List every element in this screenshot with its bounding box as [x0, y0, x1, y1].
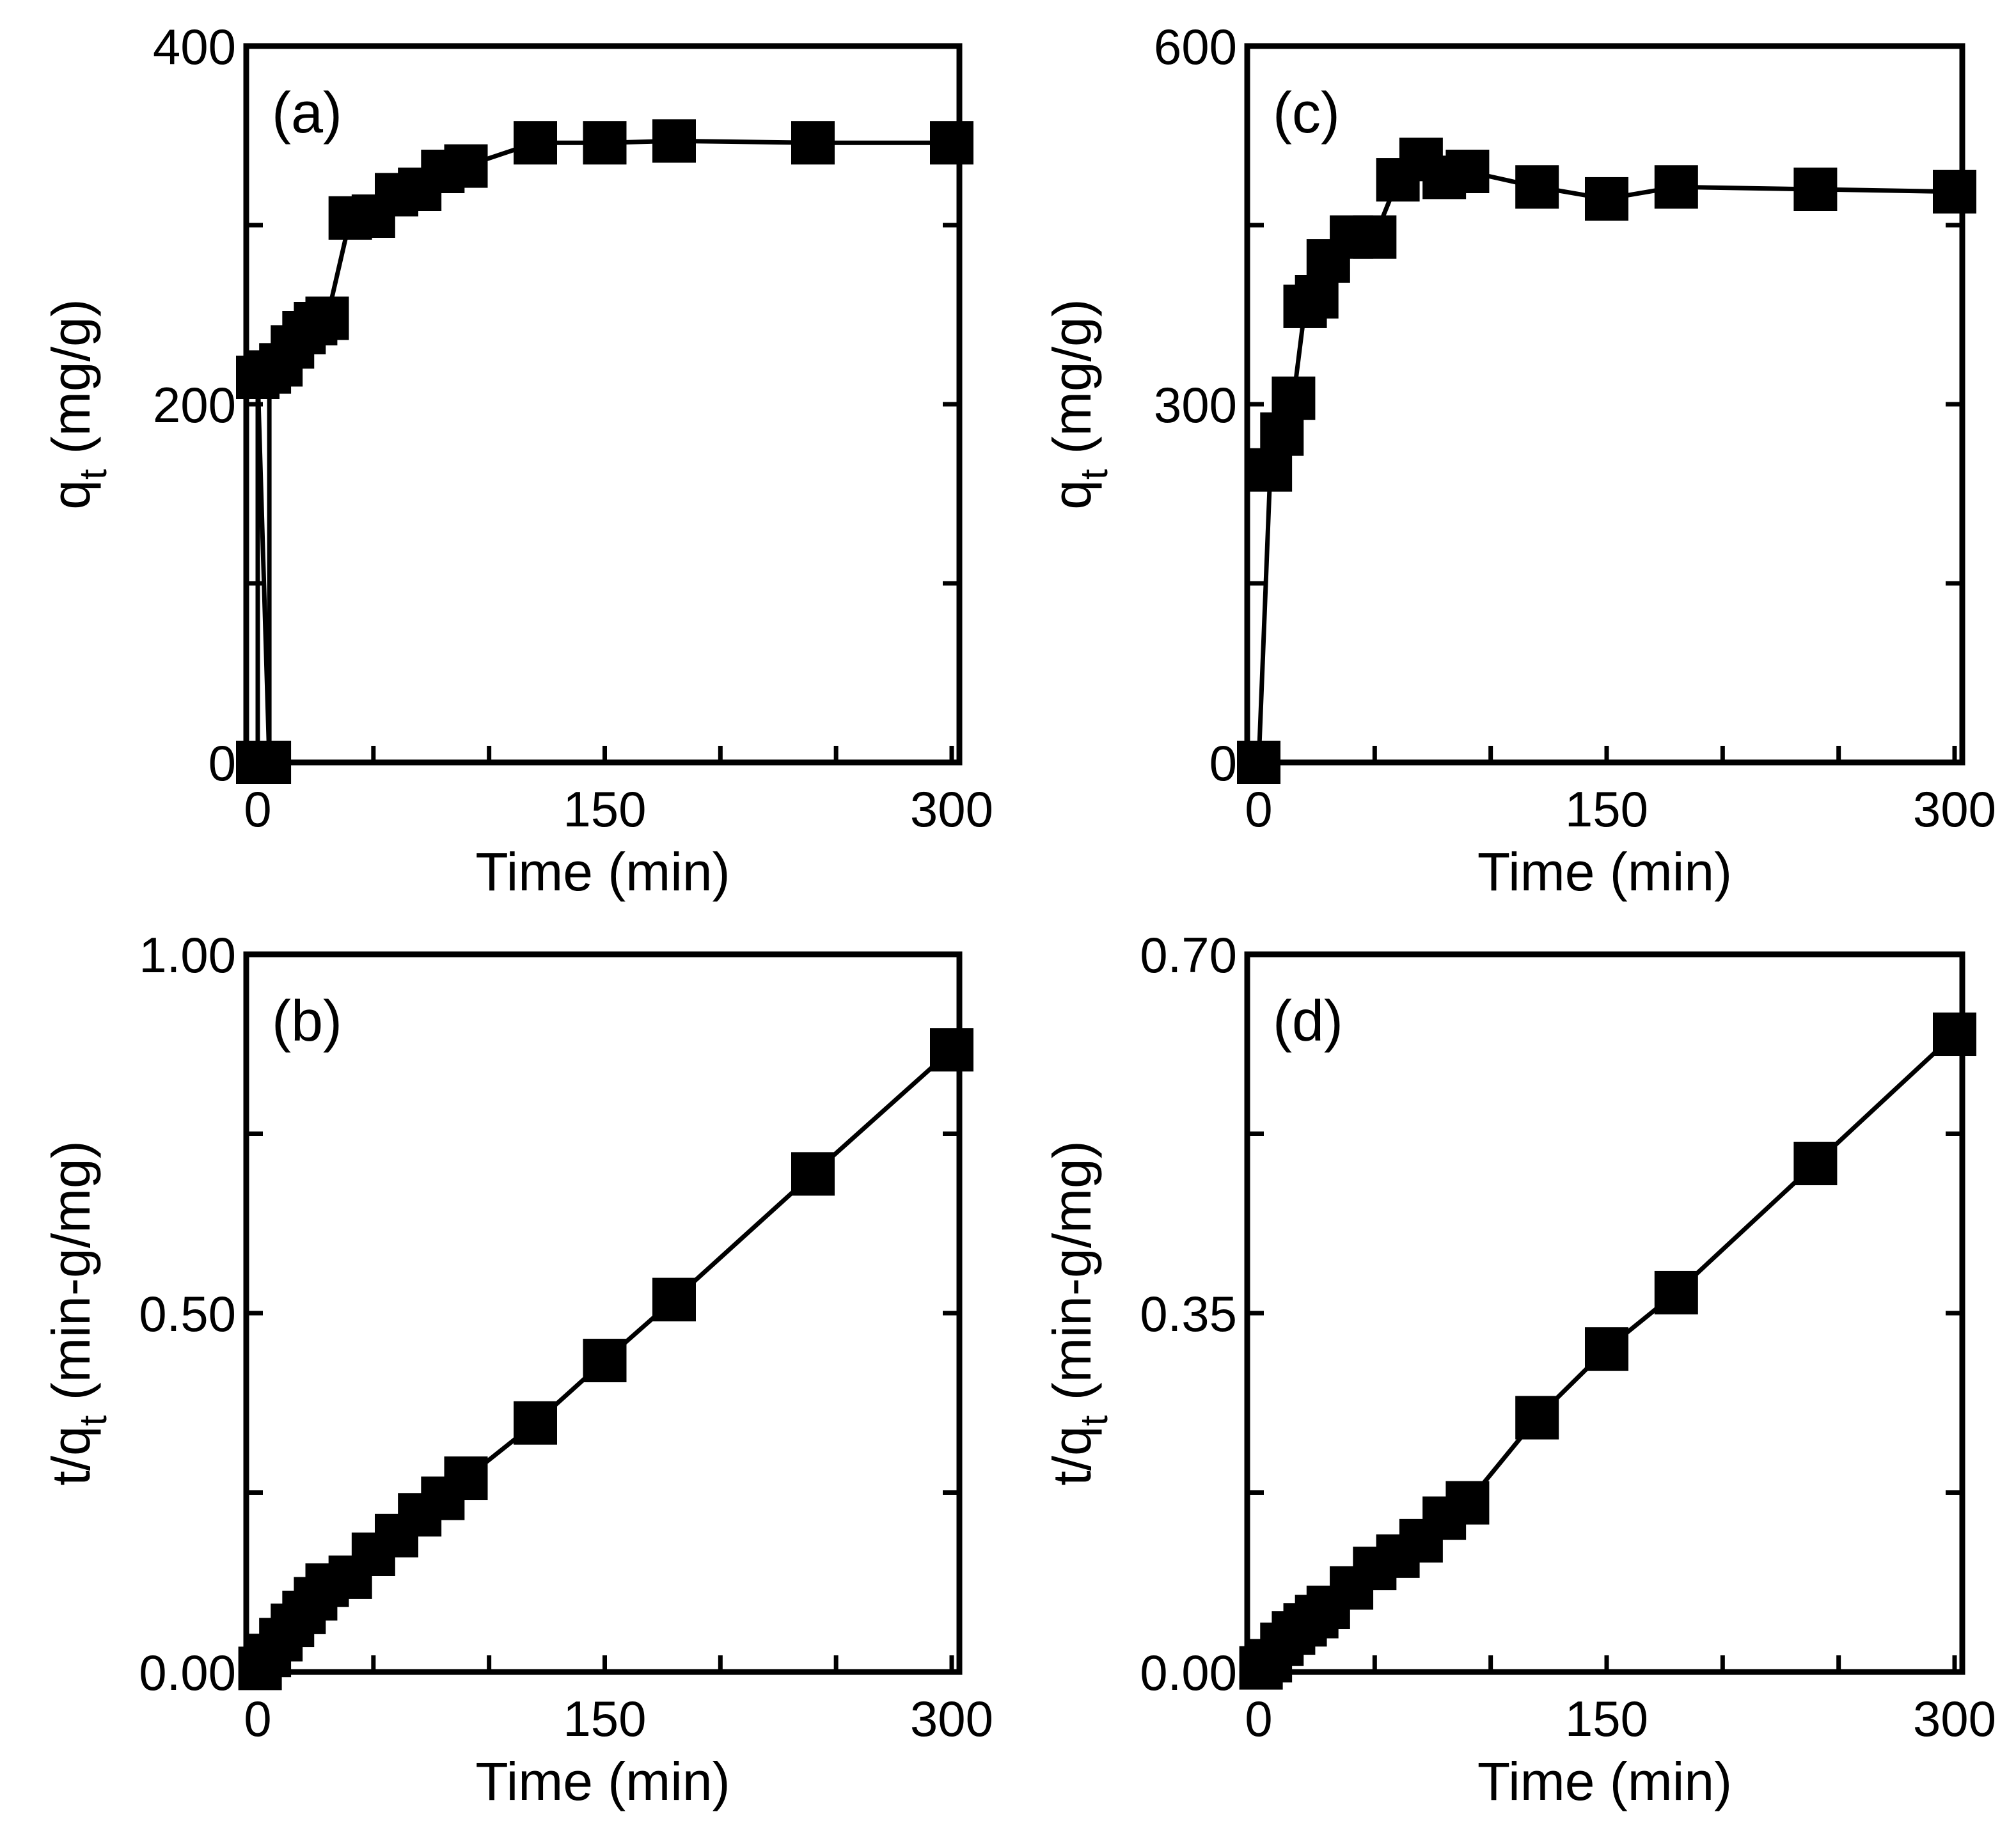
data-point	[1654, 1270, 1698, 1314]
data-point	[583, 121, 627, 165]
y-tick-label: 0.35	[1140, 1286, 1237, 1342]
data-point	[1585, 1327, 1628, 1371]
x-tick-label: 150	[1565, 781, 1648, 837]
panel-label: (d)	[1273, 989, 1343, 1053]
panel-a: 0 200 400 0 150 300 Time (min) qt (mg/g) (a)	[41, 19, 993, 902]
data-point	[1654, 165, 1698, 209]
y-tick-label: 0.70	[1140, 927, 1237, 983]
y-tick-label: 0.00	[1140, 1644, 1237, 1701]
data-point	[444, 144, 488, 188]
y-tick-label: 0	[1209, 735, 1237, 791]
data-point	[1933, 170, 1976, 214]
y-tick-label: 0.00	[139, 1644, 236, 1701]
y-tick-label: 600	[1154, 19, 1237, 75]
x-axis-title: Time (min)	[475, 1751, 730, 1811]
y-tick-label: 200	[153, 377, 236, 433]
data-point	[930, 1028, 973, 1072]
y-tick-label: 0.50	[139, 1286, 236, 1342]
data-point	[1793, 168, 1838, 211]
data-point	[1237, 741, 1280, 784]
x-tick-label: 0	[1245, 1691, 1272, 1747]
data-point	[514, 1401, 557, 1445]
data-point	[514, 121, 557, 165]
x-axis-title: Time (min)	[1477, 842, 1732, 902]
x-tick-label: 0	[1245, 781, 1272, 837]
x-axis-title: Time (min)	[475, 842, 730, 902]
data-point	[1353, 215, 1397, 259]
data-point	[930, 121, 973, 165]
y-axis-title: t/qt (min-g/mg)	[41, 1140, 114, 1485]
panel-label: (a)	[272, 81, 342, 145]
panel-c: 0 300 600 0 150 300 Time (min) qt (mg/g) (c)	[1042, 19, 1996, 902]
data-point	[1585, 177, 1628, 221]
data-point	[1515, 1396, 1559, 1440]
y-axis-title: qt (mg/g)	[1042, 299, 1115, 509]
x-tick-label: 150	[563, 781, 646, 837]
data-point	[652, 1277, 696, 1321]
y-tick-label: 400	[153, 19, 236, 75]
panel-b: 0.00 0.50 1.00 0 150 300 Time (min) t/qt (min-g…	[41, 927, 993, 1811]
panel-label: (c)	[1273, 81, 1340, 145]
data-point	[305, 296, 349, 340]
y-tick-label: 1.00	[139, 927, 236, 983]
y-tick-label: 0	[209, 735, 236, 791]
y-axis-title: qt (mg/g)	[41, 299, 114, 509]
data-point	[791, 1152, 835, 1196]
x-tick-label: 300	[1913, 1691, 1996, 1747]
x-tick-label: 300	[910, 781, 993, 837]
data-point	[444, 1456, 488, 1501]
panel-label: (b)	[272, 989, 342, 1053]
x-tick-label: 300	[910, 1691, 993, 1747]
y-axis-title: t/qt (min-g/mg)	[1042, 1140, 1115, 1485]
x-axis-title: Time (min)	[1477, 1751, 1732, 1811]
x-tick-label: 0	[244, 781, 271, 837]
x-tick-label: 150	[1565, 1691, 1648, 1747]
data-point	[1933, 1013, 1976, 1057]
data-point	[1445, 1481, 1490, 1525]
data-point	[583, 1339, 627, 1383]
data-point	[791, 121, 835, 165]
data-point	[1793, 1141, 1838, 1185]
plot-frame	[1244, 43, 1965, 766]
x-tick-label: 300	[1913, 781, 1996, 837]
data-point	[1445, 150, 1490, 193]
panel-d: 0.00 0.35 0.70 0 150 300 Time (min) t/qt (min-g…	[1042, 927, 1996, 1811]
data-point	[248, 741, 292, 784]
x-tick-label: 150	[563, 1691, 646, 1747]
data-point	[652, 119, 696, 163]
x-tick-label: 0	[244, 1691, 271, 1747]
data-point	[1272, 376, 1316, 420]
y-tick-label: 300	[1154, 377, 1237, 433]
data-point	[1515, 165, 1559, 209]
